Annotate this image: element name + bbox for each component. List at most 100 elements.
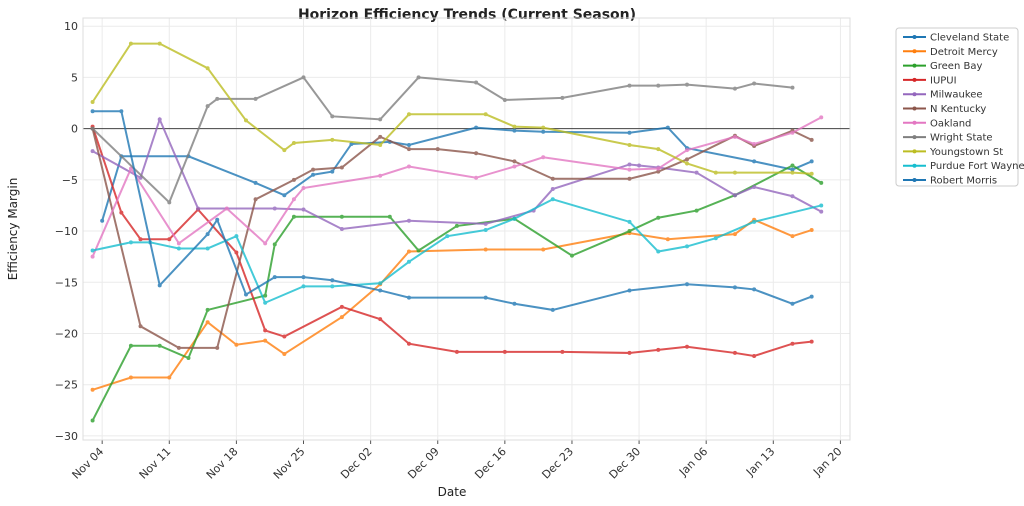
series-line xyxy=(91,76,793,205)
data-point xyxy=(138,237,143,242)
data-point xyxy=(234,342,239,347)
data-point xyxy=(685,82,690,87)
data-point xyxy=(454,223,459,228)
data-point xyxy=(378,134,383,139)
data-point xyxy=(157,41,162,46)
data-point xyxy=(819,115,824,120)
data-point xyxy=(819,180,824,185)
data-point xyxy=(406,249,411,254)
data-point xyxy=(512,301,517,306)
data-point xyxy=(205,104,210,109)
y-tick-label: −10 xyxy=(55,225,78,238)
data-point xyxy=(272,242,277,247)
data-point xyxy=(90,418,95,423)
data-point xyxy=(282,193,287,198)
x-tick-label: Jan 20 xyxy=(810,445,844,479)
series-line xyxy=(92,110,813,311)
legend-box xyxy=(895,27,1019,187)
data-point xyxy=(627,176,632,181)
data-point xyxy=(732,170,737,175)
data-point xyxy=(665,237,670,242)
data-point xyxy=(205,307,210,312)
data-point xyxy=(627,162,632,167)
data-point xyxy=(483,112,488,117)
legend-marker xyxy=(912,135,917,140)
data-point xyxy=(790,167,795,172)
data-point xyxy=(339,304,344,309)
data-point xyxy=(301,284,306,289)
data-point xyxy=(378,281,383,286)
series-purdue-fort-wayne xyxy=(90,197,824,305)
data-point xyxy=(474,151,479,156)
data-point xyxy=(205,66,210,71)
y-tick-label: −25 xyxy=(55,379,78,392)
data-point xyxy=(330,169,335,174)
data-point xyxy=(550,197,555,202)
data-point xyxy=(560,349,565,354)
grid xyxy=(83,18,850,440)
y-tick-label: −5 xyxy=(62,174,78,187)
legend-marker xyxy=(912,178,917,182)
series-line xyxy=(91,42,812,175)
data-point xyxy=(167,375,172,380)
legend-label: N Kentucky xyxy=(930,104,986,115)
data-point xyxy=(809,294,814,299)
legend-label: Youngstown St xyxy=(929,147,1003,158)
data-point xyxy=(406,259,411,264)
data-point xyxy=(569,253,574,258)
data-point xyxy=(685,282,690,287)
data-point xyxy=(301,275,306,280)
legend-label: IUPUI xyxy=(930,75,957,86)
data-point xyxy=(119,109,124,114)
data-point xyxy=(685,148,690,153)
data-point xyxy=(282,351,287,356)
data-point xyxy=(186,356,191,361)
data-point xyxy=(512,124,517,129)
y-tick-label: 5 xyxy=(71,71,78,84)
data-point xyxy=(378,317,383,322)
data-point xyxy=(713,236,718,241)
data-point xyxy=(167,237,172,242)
data-point xyxy=(809,339,814,344)
data-point xyxy=(253,197,258,202)
series-detroit-mercy xyxy=(90,217,814,392)
data-point xyxy=(224,206,229,211)
data-point xyxy=(378,117,383,122)
data-point xyxy=(732,285,737,290)
data-point xyxy=(282,148,287,153)
x-tick-label: Nov 25 xyxy=(271,445,308,482)
series-line xyxy=(91,164,822,421)
data-point xyxy=(502,97,507,102)
data-point xyxy=(90,99,95,104)
y-tick-label: −30 xyxy=(55,430,78,443)
data-point xyxy=(90,254,95,259)
data-point xyxy=(685,161,690,166)
data-point xyxy=(656,166,661,171)
data-point xyxy=(454,349,459,354)
data-point xyxy=(263,300,268,305)
data-point xyxy=(809,171,814,176)
data-point xyxy=(541,129,546,134)
data-point xyxy=(119,210,124,215)
data-point xyxy=(291,177,296,182)
data-point xyxy=(435,147,440,152)
data-point xyxy=(685,244,690,249)
legend-marker xyxy=(912,35,917,39)
x-tick-label: Dec 16 xyxy=(472,445,509,482)
legend-marker xyxy=(912,49,917,54)
data-point xyxy=(732,232,737,237)
data-point xyxy=(157,117,162,122)
data-point xyxy=(627,143,632,148)
data-point xyxy=(483,247,488,252)
data-point xyxy=(656,169,661,174)
legend: Cleveland State Detroit Mercy Green Bay IUP… xyxy=(895,27,1024,187)
data-point xyxy=(656,147,661,152)
x-tick-label: Nov 11 xyxy=(137,445,174,482)
data-point xyxy=(128,41,133,46)
legend-marker xyxy=(912,63,917,68)
data-point xyxy=(627,130,632,135)
data-point xyxy=(483,221,488,226)
data-point xyxy=(176,246,181,251)
data-point xyxy=(339,165,344,170)
data-point xyxy=(263,241,268,246)
